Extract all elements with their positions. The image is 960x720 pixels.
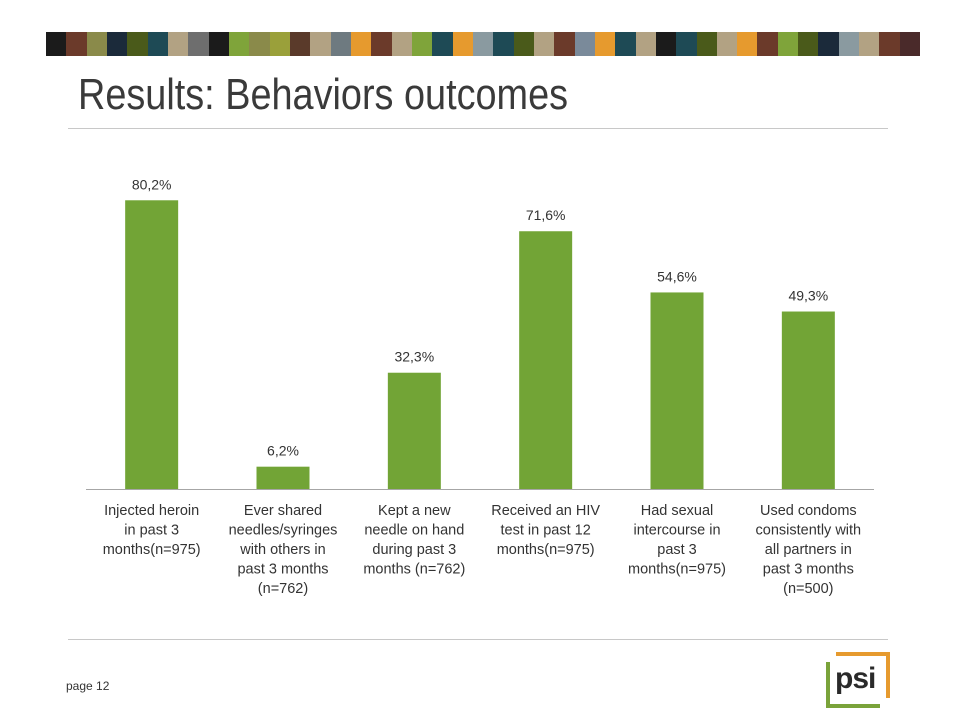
data-label-4: 71,6% — [526, 207, 566, 223]
category-label-line: (n=762) — [258, 581, 308, 597]
category-label-line: months (n=762) — [363, 562, 465, 578]
data-label-2: 6,2% — [267, 443, 299, 459]
stripe-block — [228, 32, 250, 56]
stripe-block — [86, 32, 107, 56]
stripe-block — [859, 32, 880, 56]
stripe-block — [513, 32, 534, 56]
category-label-line: months(n=975) — [103, 542, 201, 558]
category-label-line: Used condoms — [760, 503, 857, 519]
stripe-block — [66, 32, 87, 56]
category-label-line: in past 3 — [124, 523, 179, 539]
slide-title: Results: Behaviors outcomes — [78, 70, 569, 119]
stripe-block — [554, 32, 575, 56]
category-label-line: (n=500) — [783, 581, 833, 597]
category-label-6: Used condoms consistently with all partner… — [756, 503, 862, 597]
category-label-line: with others in — [239, 542, 325, 558]
bar-2 — [256, 466, 310, 489]
stripe-block — [574, 32, 595, 56]
stripe-block — [452, 32, 473, 56]
stripe-block — [147, 32, 168, 56]
stripe-block — [838, 32, 860, 56]
stripe-block — [127, 32, 148, 56]
stripe-block — [46, 32, 67, 56]
stripe-block — [899, 32, 921, 56]
stripe-block — [533, 32, 555, 56]
category-label-line: months(n=975) — [628, 562, 726, 578]
stripe-block — [391, 32, 412, 56]
bar-1 — [125, 200, 179, 489]
bar-chart: 80,2% Injected heroin in past 3 months(n=97… — [86, 176, 874, 597]
category-label-line: during past 3 — [372, 542, 456, 558]
title-divider — [68, 128, 888, 129]
stripe-block — [371, 32, 392, 56]
data-label-3: 32,3% — [394, 349, 434, 365]
category-label-line: Received an HIV — [491, 503, 600, 519]
stripe-block — [777, 32, 799, 56]
stripe-block — [167, 32, 189, 56]
stripe-block — [330, 32, 351, 56]
stripe-block — [676, 32, 697, 56]
category-label-line: Had sexual — [641, 503, 714, 519]
category-label-line: Kept a new — [378, 503, 451, 519]
category-label-2: Ever shared needles/syringes with others i… — [229, 503, 338, 597]
stripe-block — [594, 32, 616, 56]
stripe-block — [106, 32, 128, 56]
page-number: page 12 — [66, 679, 110, 693]
category-label-line: needles/syringes — [229, 523, 338, 539]
logo-frame-green — [826, 662, 880, 708]
bar-6 — [781, 311, 835, 489]
stripe-block — [432, 32, 453, 56]
stripe-block — [472, 32, 494, 56]
category-label-line: past 3 — [657, 542, 697, 558]
stripe-block — [818, 32, 839, 56]
stripe-block — [269, 32, 290, 56]
stripe-block — [696, 32, 717, 56]
footer-divider — [68, 639, 888, 640]
stripe-block — [350, 32, 372, 56]
category-label-line: past 3 months — [237, 562, 328, 578]
stripe-block — [615, 32, 636, 56]
stripe-block — [716, 32, 738, 56]
category-label-line: consistently with — [756, 523, 862, 539]
stripe-block — [757, 32, 778, 56]
decorative-color-stripe — [46, 32, 921, 56]
stripe-block — [798, 32, 819, 56]
category-label-line: all partners in — [765, 542, 852, 558]
stripe-block — [208, 32, 229, 56]
category-label-4: Received an HIV test in past 12 months(n=9… — [491, 503, 600, 558]
data-label-5: 54,6% — [657, 268, 697, 284]
stripe-block — [310, 32, 331, 56]
stripe-block — [411, 32, 433, 56]
category-label-line: past 3 months — [763, 562, 854, 578]
logo-frame-orange — [836, 652, 890, 698]
stripe-block — [289, 32, 311, 56]
data-label-6: 49,3% — [788, 288, 828, 304]
category-label-line: needle on hand — [364, 523, 464, 539]
stripe-block — [635, 32, 656, 56]
stripe-block — [737, 32, 758, 56]
bar-3 — [387, 372, 441, 489]
stripe-block — [655, 32, 677, 56]
stripe-block — [493, 32, 514, 56]
stripe-block — [188, 32, 209, 56]
stripe-block — [249, 32, 270, 56]
data-label-1: 80,2% — [132, 176, 172, 192]
category-label-line: Ever shared — [244, 503, 322, 519]
bar-4 — [519, 231, 573, 490]
bar-5 — [650, 292, 704, 489]
category-label-line: test in past 12 — [501, 523, 591, 539]
stripe-block — [879, 32, 900, 56]
category-label-3: Kept a new needle on hand during past 3 mon… — [363, 503, 465, 578]
category-label-line: Injected heroin — [104, 503, 199, 519]
logo-text: psi — [835, 662, 876, 695]
psi-logo: psi — [826, 652, 890, 708]
category-label-line: months(n=975) — [497, 542, 595, 558]
category-label-line: intercourse in — [633, 523, 720, 539]
category-label-5: Had sexual intercourse in past 3 months(n=9… — [628, 503, 726, 578]
category-label-1: Injected heroin in past 3 months(n=975) — [103, 503, 201, 558]
